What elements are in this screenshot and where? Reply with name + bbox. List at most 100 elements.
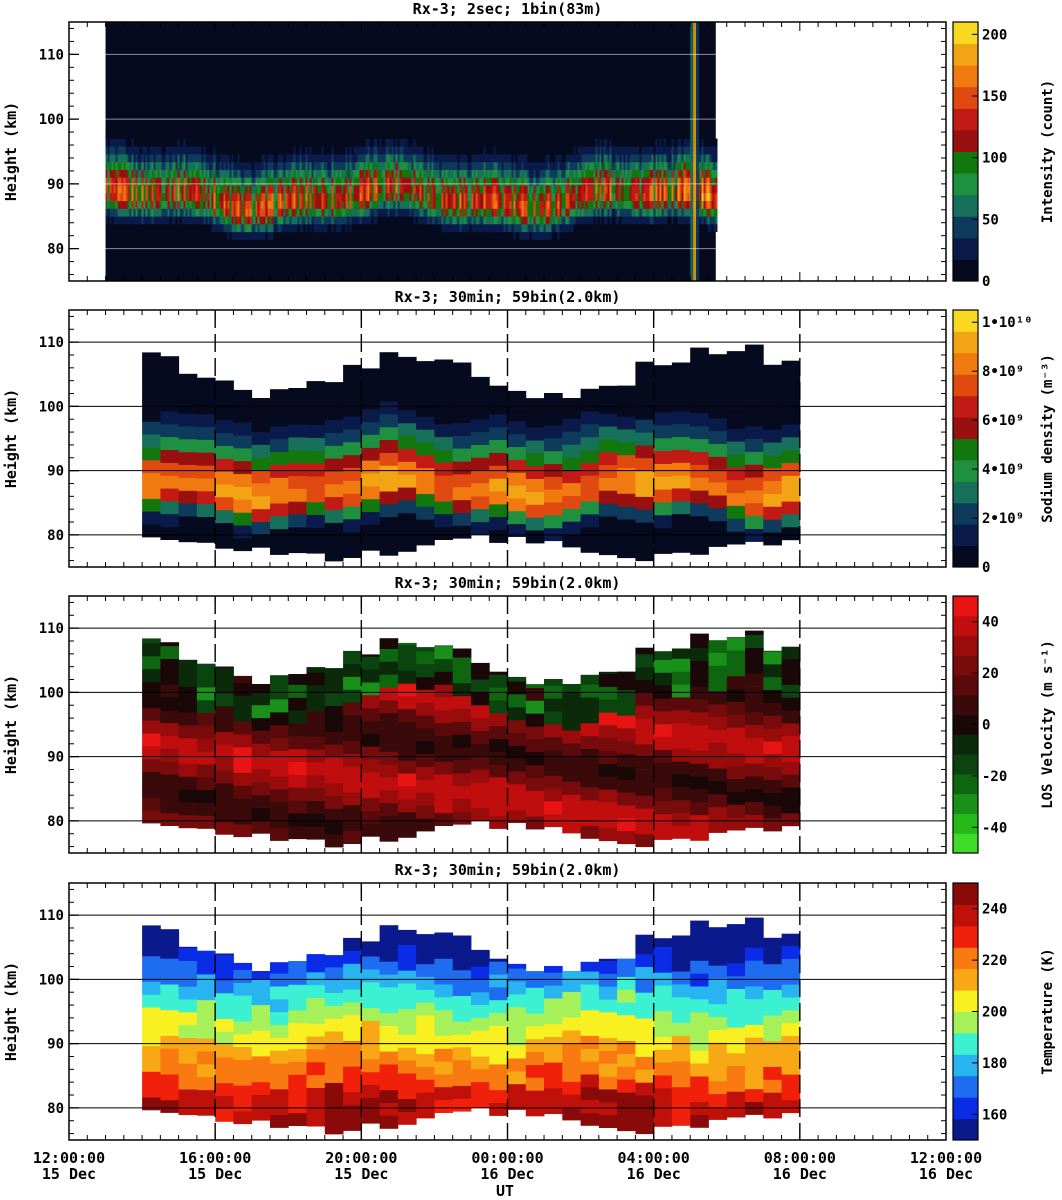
heatmap-cell [251,405,271,420]
intensity-cell [195,146,198,155]
intensity-cell [337,192,340,201]
intensity-cell [415,146,418,155]
intensity-cell [477,216,480,225]
intensity-cell [239,200,242,209]
intensity-cell [557,161,560,170]
intensity-cell [269,146,272,155]
intensity-cell [201,224,204,233]
heatmap-cell [215,757,234,771]
intensity-cell [233,216,236,225]
intensity-cell [515,208,518,217]
heatmap-cell [288,723,307,737]
heatmap-cell [617,416,636,430]
heatmap-cell [361,784,380,798]
intensity-cell [663,208,666,217]
intensity-cell [401,177,404,186]
heatmap-cell [288,475,307,489]
intensity-cell [157,177,160,186]
intensity-cell [499,169,502,178]
intensity-cell [577,185,580,194]
intensity-cell [119,200,122,209]
intensity-cell [289,161,292,170]
intensity-cell [477,154,480,163]
heatmap-cell [361,720,380,734]
intensity-cell [147,200,150,209]
intensity-cell [315,208,318,217]
intensity-cell [711,185,714,194]
intensity-cell [709,138,712,147]
heatmap-cell [215,380,234,382]
intensity-cell [509,200,512,209]
heatmap-cell [178,802,198,816]
heatmap-cell [690,776,709,790]
intensity-cell [357,208,360,217]
intensity-cell [331,185,334,194]
intensity-cell [281,169,284,178]
intensity-cell [659,208,662,217]
intensity-cell [295,216,298,225]
intensity-cell [457,216,460,225]
heatmap-cell [635,653,655,668]
intensity-cell [149,161,152,170]
intensity-cell [645,224,648,233]
intensity-cell [377,138,380,147]
intensity-cell [277,216,280,225]
intensity-cell [343,177,346,186]
heatmap-cell [690,633,709,636]
heatmap-cell [397,525,417,539]
intensity-cell [513,208,516,217]
heatmap-cell [215,808,234,822]
heatmap-cell [525,398,545,402]
intensity-cell [151,161,154,170]
heatmap-cell [708,652,728,666]
intensity-cell [523,224,526,233]
heatmap-cell [562,755,581,770]
intensity-cell [641,177,644,186]
intensity-cell [567,146,570,155]
intensity-cell [395,161,398,170]
intensity-cell [241,185,244,194]
intensity-cell [389,146,392,155]
intensity-cell [265,185,268,194]
intensity-cell [105,161,108,170]
intensity-cell [267,154,270,163]
intensity-cell [413,192,416,201]
intensity-cell [317,192,320,201]
intensity-cell [665,177,668,186]
intensity-cell [591,154,594,163]
intensity-cell [283,161,286,170]
intensity-cell [547,185,550,194]
intensity-cell [383,208,386,217]
intensity-cell [287,200,290,209]
intensity-cell [419,216,422,225]
intensity-cell [271,208,274,217]
heatmap-cell [635,522,655,536]
intensity-cell [381,200,384,209]
intensity-cell [515,185,518,194]
intensity-cell [557,169,560,178]
intensity-cell [327,200,330,209]
intensity-cell [495,231,498,240]
heatmap-cell [306,411,326,426]
heatmap-cell [379,426,399,440]
intensity-cell [225,192,228,201]
intensity-cell [183,146,186,155]
intensity-cell [499,154,502,163]
intensity-cell [391,177,394,186]
intensity-cell [225,224,228,233]
heatmap-cell [489,388,508,402]
intensity-cell [397,185,400,194]
intensity-cell [429,154,432,163]
heatmap-cell [343,531,362,546]
intensity-cell [241,208,244,217]
intensity-cell [111,192,114,201]
intensity-cell [465,208,468,217]
intensity-cell [497,161,500,170]
intensity-cell [605,185,608,194]
heatmap-cell [196,490,216,505]
intensity-cell [173,208,176,217]
intensity-cell [237,216,240,225]
heatmap-cell [434,501,454,515]
intensity-cell [529,224,532,233]
heatmap-cell [544,723,563,738]
